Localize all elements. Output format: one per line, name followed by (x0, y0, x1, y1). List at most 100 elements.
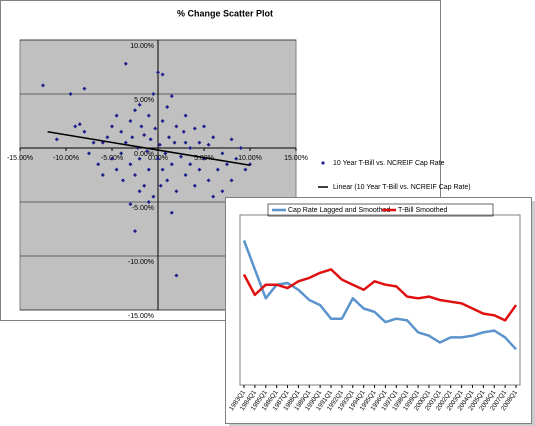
point (148, 137, 153, 142)
point (153, 126, 158, 131)
plot-area (239, 214, 521, 386)
point (105, 135, 110, 140)
chart-title: % Change Scatter Plot (177, 8, 273, 18)
point (158, 183, 163, 188)
point (183, 173, 188, 177)
point (130, 135, 135, 140)
point (100, 173, 105, 177)
point (156, 70, 160, 75)
legend-label: T-Bill Smoothed (398, 207, 448, 214)
point (156, 156, 160, 161)
scatter-chart: -15.00% -10.00% -5.00% 0.00% 5.00% 10.00% -15.… (7, 39, 471, 320)
point (114, 167, 119, 172)
point (146, 167, 151, 172)
point (137, 189, 142, 194)
point (146, 200, 151, 204)
point (128, 202, 133, 207)
y-tick-label: -10.00% (128, 259, 154, 266)
point (139, 124, 144, 129)
y-tick-label: 10.00% (130, 43, 154, 50)
point (128, 162, 133, 167)
point (206, 142, 211, 147)
point (142, 133, 147, 138)
x-tick-label: 10.00% (238, 155, 262, 162)
point (160, 119, 165, 123)
point (183, 113, 188, 118)
point (121, 178, 126, 183)
point (133, 108, 137, 113)
legend-box (267, 203, 494, 217)
point (206, 178, 211, 183)
x-tick-label: -10.00% (53, 155, 79, 162)
point (165, 178, 170, 183)
y-tick-label: -5.00% (132, 205, 154, 212)
point (123, 140, 128, 145)
point (225, 162, 229, 167)
point (142, 183, 147, 188)
x-tick-label: 15.00% (284, 155, 308, 162)
point (174, 273, 179, 278)
point (151, 92, 156, 96)
point (220, 151, 225, 156)
y-tick-label: 5.00% (134, 97, 154, 104)
line (242, 240, 517, 351)
point (128, 119, 133, 123)
point (91, 140, 96, 145)
point (144, 149, 149, 154)
point (114, 113, 119, 118)
point (137, 102, 142, 107)
point (192, 126, 197, 131)
point (165, 104, 170, 109)
point (73, 124, 78, 129)
point (229, 137, 234, 142)
point (151, 194, 156, 199)
point (174, 124, 179, 129)
point (174, 189, 179, 194)
point (41, 83, 45, 88)
point (82, 86, 87, 91)
point (87, 151, 91, 156)
point (188, 146, 193, 150)
line (242, 268, 518, 322)
point (68, 92, 73, 96)
legend-marker (321, 161, 325, 165)
point (157, 142, 162, 147)
point (234, 156, 239, 161)
line-chart: 1983Q11984Q11985Q11986Q11987Q11988Q11989… (228, 203, 521, 412)
point (169, 210, 174, 215)
y-tick-label: 0.00% (134, 151, 154, 158)
point (119, 151, 124, 156)
point (169, 94, 174, 99)
point (197, 167, 202, 172)
point (220, 189, 225, 194)
point (169, 162, 174, 167)
y-tick-label: -15.00% (128, 313, 154, 320)
point (123, 61, 128, 66)
point (192, 183, 197, 188)
point (197, 140, 202, 145)
point (167, 135, 172, 140)
point (179, 154, 183, 159)
point (110, 124, 114, 129)
point (96, 162, 101, 167)
point (146, 113, 151, 118)
point (133, 229, 137, 234)
point (188, 162, 193, 167)
point (183, 140, 188, 145)
point (133, 173, 137, 177)
legend-label: 10 Year T-Bill vs. NCREIF Cap Rate (333, 160, 445, 167)
point (163, 151, 168, 156)
trendline (47, 131, 251, 167)
point (137, 156, 142, 161)
point (215, 167, 220, 172)
point (77, 122, 82, 127)
point (211, 194, 216, 199)
point (211, 135, 216, 140)
point (181, 129, 186, 134)
point (202, 124, 206, 129)
point (243, 167, 248, 172)
point (160, 72, 165, 77)
point (54, 137, 59, 142)
point (110, 156, 114, 161)
point (229, 178, 234, 183)
